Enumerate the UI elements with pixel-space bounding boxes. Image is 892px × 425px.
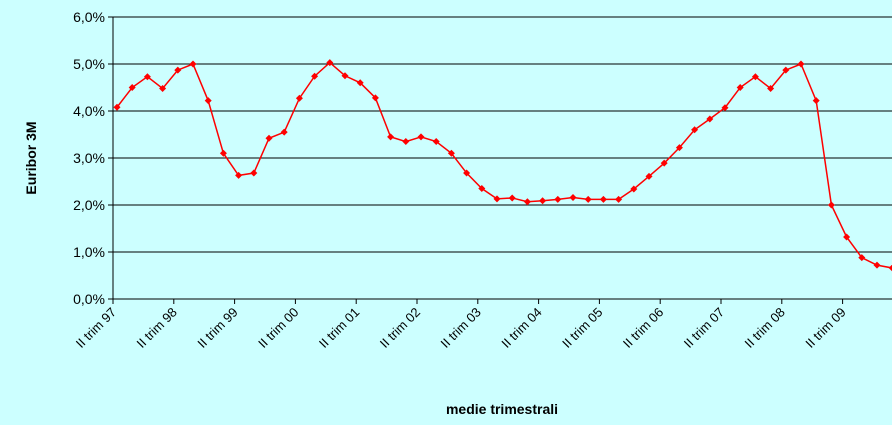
y-tick-label: 4,0% [73,103,105,119]
marker [174,66,182,74]
marker [721,104,729,112]
marker [523,198,531,206]
marker [311,72,319,80]
marker [539,197,547,205]
marker [371,94,379,102]
marker [584,195,592,203]
marker [691,126,699,134]
marker [478,185,486,193]
marker [767,84,775,92]
y-tick-label: 3,0% [73,150,105,166]
marker [858,254,866,262]
marker [827,201,835,209]
marker [554,195,562,203]
line [116,61,892,269]
marker [356,79,364,87]
marker [447,149,455,157]
marker [280,128,288,136]
marker [843,233,851,241]
marker [432,138,440,146]
marker [159,84,167,92]
marker [751,73,759,81]
marker [888,264,892,272]
marker [341,72,349,80]
y-tick-label: 2,0% [73,197,105,213]
marker [250,169,258,177]
marker [812,97,820,105]
marker [782,66,790,74]
marker [204,97,212,105]
marker [873,261,881,269]
marker [493,195,501,203]
y-tick-label: 1,0% [73,244,105,260]
marker [599,195,607,203]
marker [402,138,410,146]
marker [326,59,334,67]
marker [508,194,516,202]
y-tick-label: 6,0% [73,9,105,25]
marker [113,103,121,111]
marker [235,171,243,179]
marker [463,169,471,177]
marker [295,94,303,102]
marker [128,84,136,91]
marker [615,195,623,203]
marker [706,115,714,123]
x-axis-title: medie trimestrali [446,401,558,417]
marker [645,172,653,180]
marker [736,84,744,91]
marker [675,144,683,152]
marker [387,133,395,141]
y-axis-title: Euribor 3M [23,121,39,194]
marker [143,73,151,81]
marker [660,159,668,167]
marker [189,60,197,68]
marker [417,133,425,141]
marker [630,185,638,193]
y-tick-label: 0,0% [73,291,105,307]
marker [569,193,577,201]
marker [219,149,227,157]
marker [797,60,805,68]
y-tick-label: 5,0% [73,56,105,72]
marker [265,134,273,142]
